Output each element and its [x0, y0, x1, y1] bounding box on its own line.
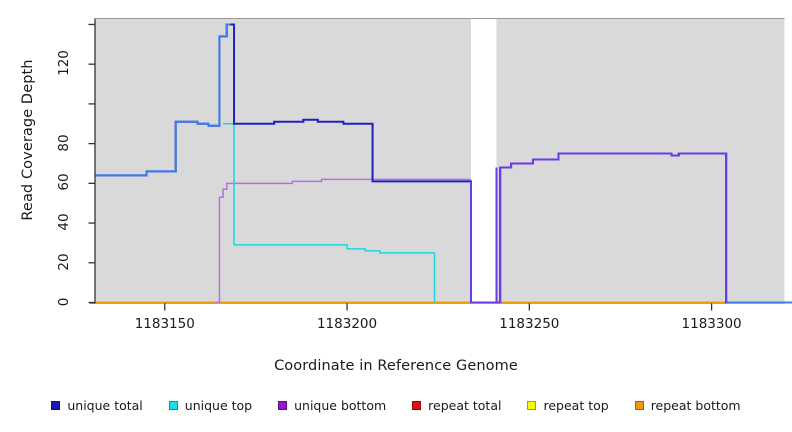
legend-label-unique-bottom: unique bottom	[294, 398, 387, 413]
series-line-unique-total-core	[496, 152, 728, 304]
chart-legend: unique total unique top unique bottom re…	[0, 398, 792, 413]
series-line-unique-total-flank	[95, 23, 231, 177]
legend-item-repeat-total[interactable]: repeat total	[412, 398, 501, 413]
y-axis-tick-label: 120	[55, 50, 72, 77]
legend-label-repeat-total: repeat total	[428, 398, 502, 413]
y-axis-tick-label: 60	[55, 173, 72, 191]
no-data-gap-band	[470, 18, 497, 303]
plot-panel-background	[95, 18, 785, 303]
x-axis-tick-label: 1183150	[134, 316, 195, 332]
legend-label-repeat-bottom: repeat bottom	[650, 398, 741, 413]
series-line-unique-total-gap	[469, 167, 498, 304]
legend-label-repeat-top: repeat top	[543, 398, 609, 413]
legend-swatch-unique-total	[51, 401, 61, 410]
legend-item-repeat-top[interactable]: repeat top	[527, 398, 609, 413]
legend-swatch-repeat-bottom	[634, 401, 644, 410]
x-axis-title: Coordinate in Reference Genome	[274, 358, 518, 374]
legend-item-unique-total[interactable]: unique total	[51, 398, 143, 413]
legend-item-unique-top[interactable]: unique top	[168, 398, 253, 413]
legend-item-repeat-bottom[interactable]: repeat bottom	[634, 398, 741, 413]
series-line-unique-top	[223, 123, 436, 303]
legend-label-unique-top: unique top	[184, 398, 253, 413]
y-axis-tick-label: 20	[55, 253, 72, 271]
legend-label-unique-total: unique total	[67, 398, 143, 413]
y-axis-tick-label: 0	[55, 297, 72, 306]
legend-item-unique-bottom[interactable]: unique bottom	[278, 398, 386, 413]
y-axis-tick-label: 80	[55, 134, 72, 152]
legend-swatch-repeat-total	[412, 401, 422, 410]
series-line-unique-total-flank	[726, 301, 792, 304]
x-axis-tick-label: 1183200	[316, 316, 378, 332]
y-axis-tick-label: 40	[55, 213, 72, 231]
legend-swatch-repeat-top	[527, 401, 537, 410]
series-line-unique-bottom	[215, 178, 471, 304]
x-axis-tick-label: 1183300	[681, 316, 742, 332]
x-axis-tick-label: 1183250	[499, 316, 560, 332]
legend-swatch-unique-top	[168, 401, 178, 410]
legend-swatch-unique-bottom	[278, 401, 288, 410]
